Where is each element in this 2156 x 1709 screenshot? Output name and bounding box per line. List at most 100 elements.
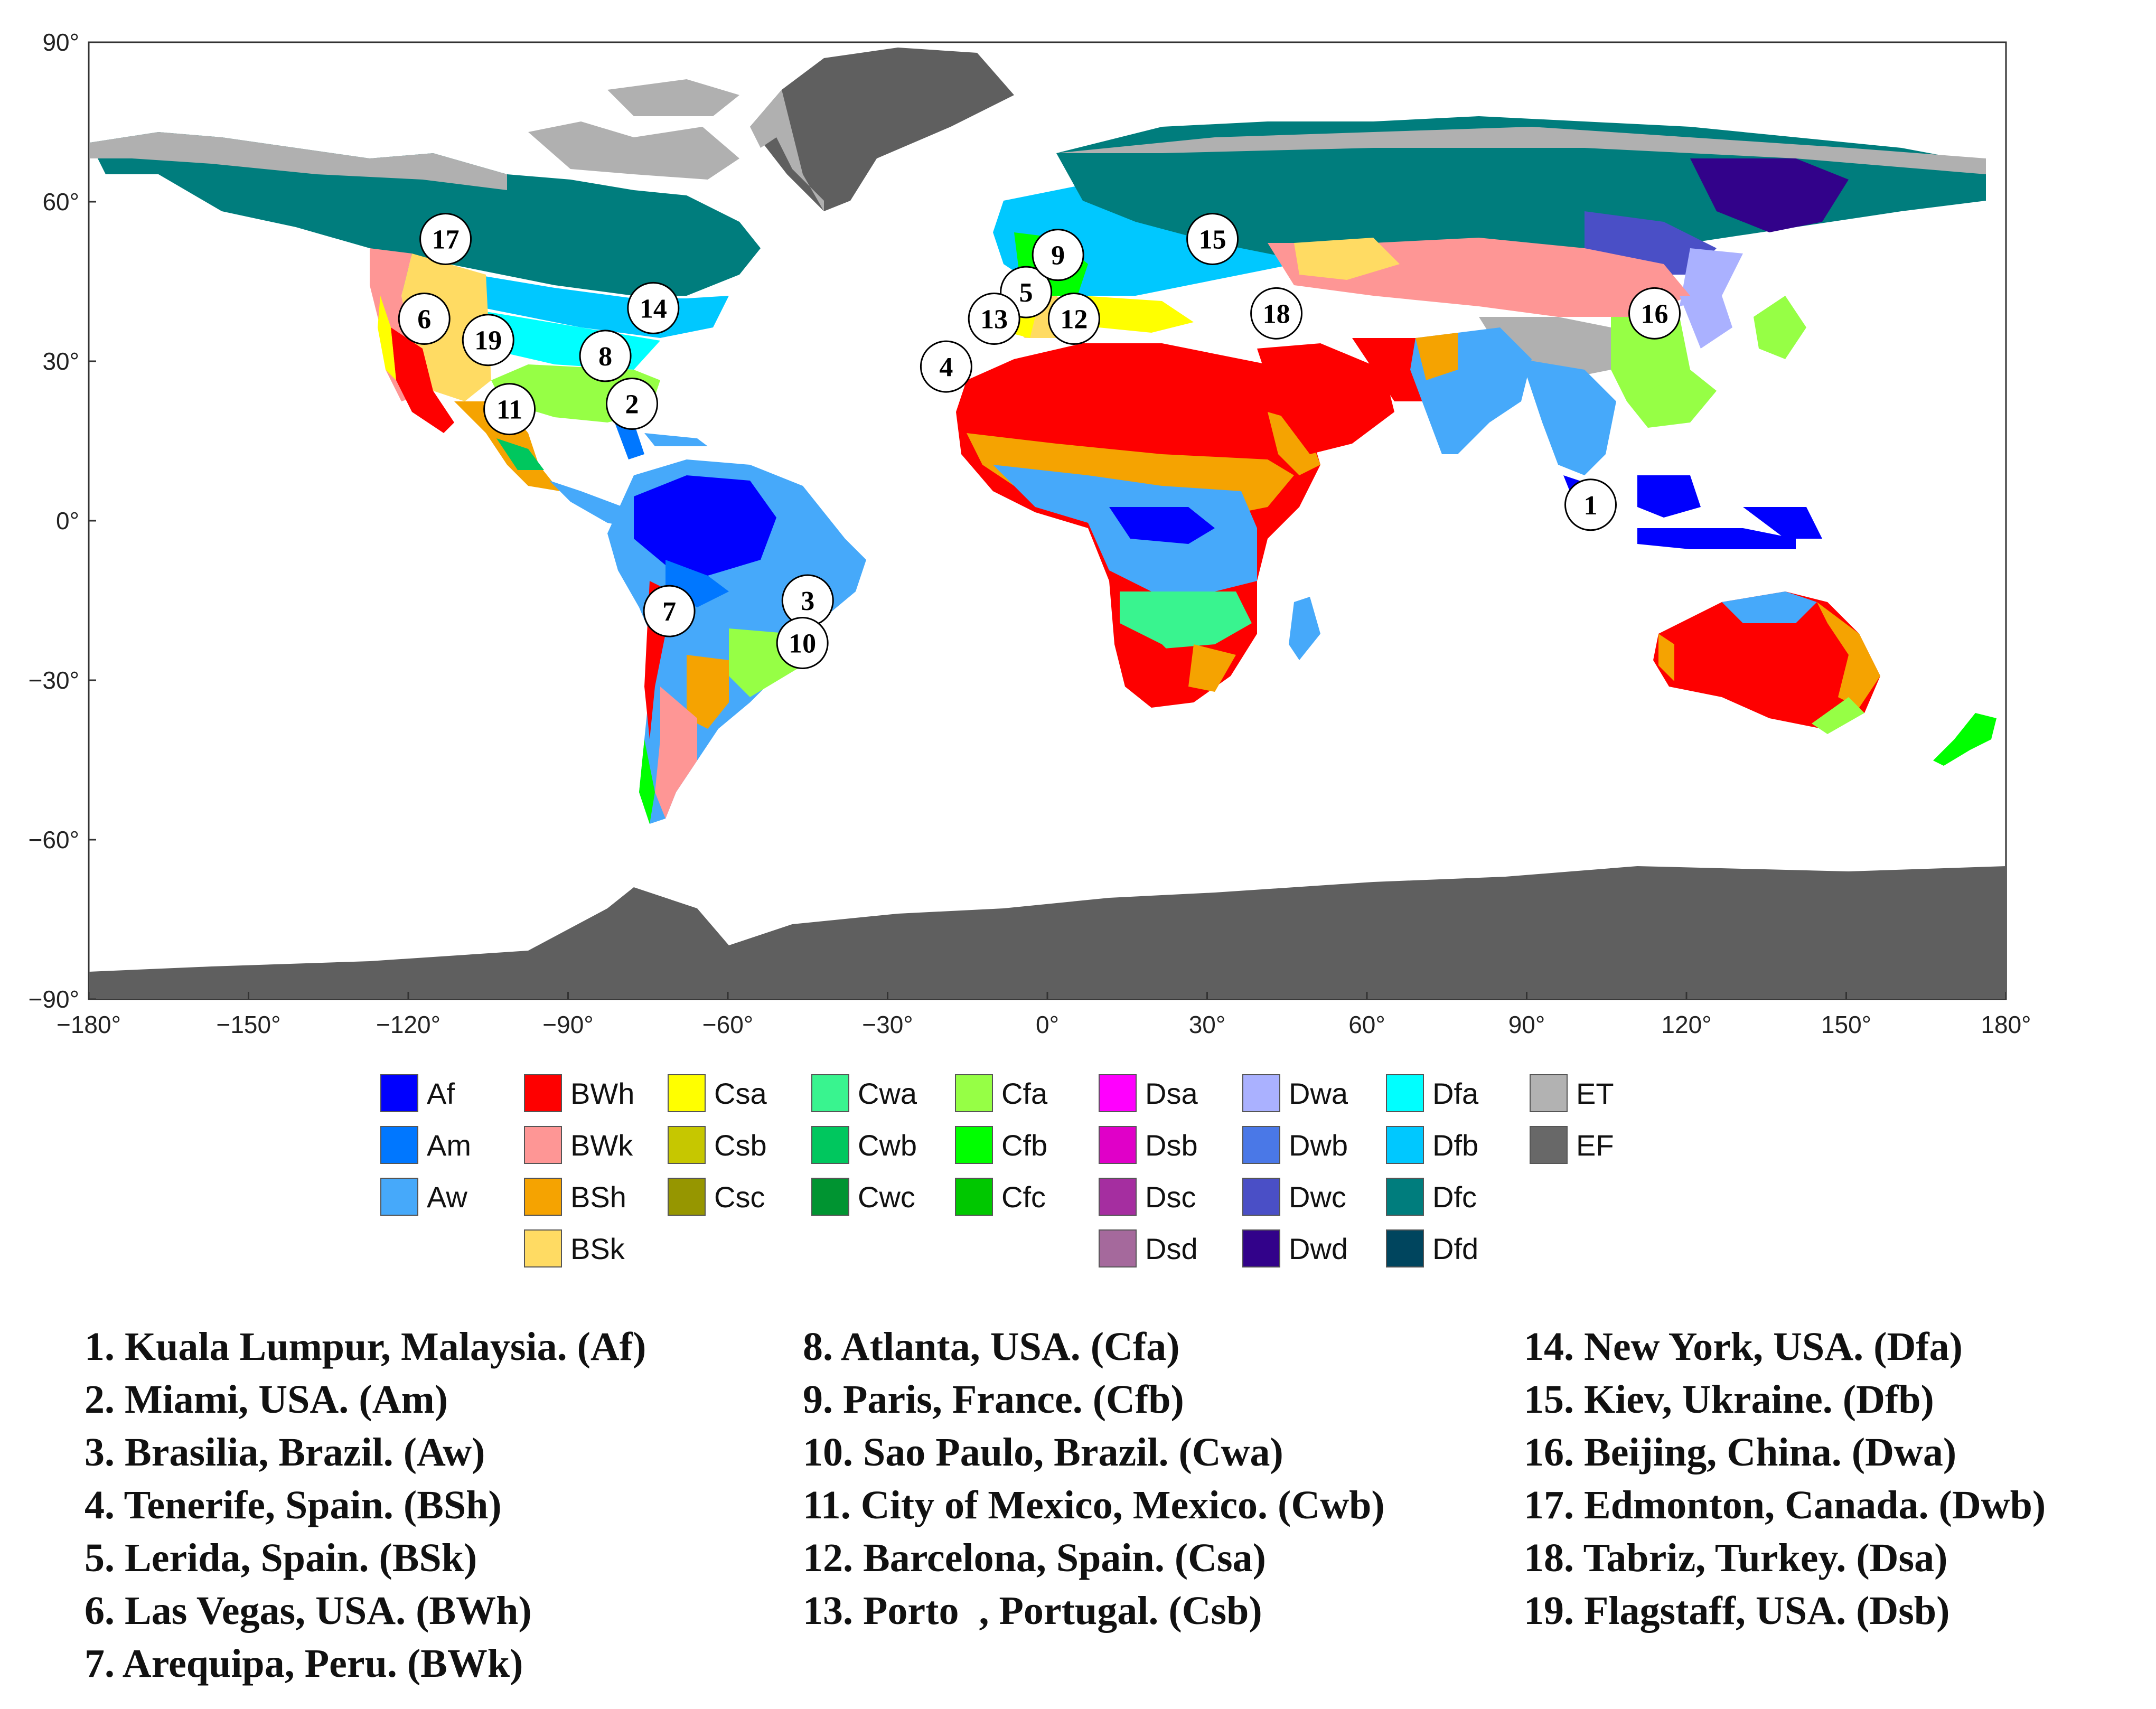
- lon-tick-label: 120°: [1661, 1011, 1711, 1038]
- legend-item-aw: Aw: [380, 1176, 467, 1218]
- city-marker-circle: [1047, 292, 1100, 345]
- city-marker-circle: [1186, 212, 1239, 265]
- city-item: 14. New York, USA. (Dfa): [1524, 1325, 1963, 1369]
- lon-tick-label: 180°: [1981, 1011, 2031, 1038]
- legend-label: ET: [1576, 1076, 1614, 1110]
- legend-item-dsc: Dsc: [1099, 1176, 1196, 1218]
- legend-swatch: [1386, 1074, 1424, 1112]
- city-marker[interactable]: 18: [1250, 287, 1303, 340]
- legend-label: Dfb: [1432, 1128, 1479, 1162]
- city-marker[interactable]: 15: [1186, 212, 1239, 265]
- city-marker-circle: [483, 383, 536, 436]
- city-marker[interactable]: 12: [1047, 292, 1100, 345]
- city-marker[interactable]: 10: [776, 617, 829, 670]
- legend-item-dfa: Dfa: [1386, 1072, 1478, 1114]
- city-marker[interactable]: 9: [1032, 229, 1084, 281]
- lat-tick-label: 30°: [42, 348, 79, 375]
- city-marker[interactable]: 14: [627, 281, 680, 334]
- city-marker-label: 9: [1051, 241, 1065, 271]
- legend-swatch: [1242, 1178, 1280, 1216]
- city-marker-label: 14: [640, 294, 667, 324]
- legend-label: Aw: [427, 1180, 467, 1214]
- legend-swatch: [1099, 1229, 1137, 1267]
- lon-tick-label: 30°: [1189, 1011, 1226, 1038]
- legend-label: Dfc: [1432, 1180, 1477, 1214]
- axis-ticks: 90°60°30°0°−30°−60°−90°−180° −150° −120° −9…: [29, 29, 2031, 1038]
- legend-swatch: [1530, 1126, 1568, 1164]
- city-marker-circle: [462, 314, 514, 367]
- legend-item-bsh: BSh: [524, 1176, 626, 1218]
- city-marker[interactable]: 19: [462, 314, 514, 367]
- legend-swatch: [811, 1126, 849, 1164]
- southeast-asia: [1521, 359, 1616, 475]
- city-marker[interactable]: 16: [1628, 287, 1681, 340]
- city-marker[interactable]: 8: [579, 330, 632, 382]
- city-marker-label: 17: [432, 224, 460, 255]
- legend-swatch: [955, 1074, 993, 1112]
- legend-item-cfc: Cfc: [955, 1176, 1046, 1218]
- legend-label: Cwc: [858, 1180, 915, 1214]
- city-marker-label: 13: [980, 304, 1008, 334]
- city-list: 1. Kuala Lumpur, Malaysia. (Af) 2. Miami…: [0, 1320, 2156, 1690]
- legend-swatch: [524, 1074, 562, 1112]
- lat-tick-label: −60°: [29, 826, 79, 853]
- arabia: [1257, 343, 1394, 454]
- city-marker-circle: [419, 212, 472, 265]
- legend-swatch: [1099, 1178, 1137, 1216]
- legend-swatch: [668, 1126, 706, 1164]
- legend-item-bsk: BSk: [524, 1227, 625, 1270]
- legend-label: Dfd: [1432, 1232, 1479, 1265]
- city-marker-label: 10: [789, 629, 816, 659]
- city-marker[interactable]: 17: [419, 212, 472, 265]
- lat-tick-label: 60°: [42, 188, 79, 215]
- legend-label: Dsa: [1145, 1076, 1198, 1110]
- city-marker[interactable]: 4: [920, 340, 972, 393]
- legend-label: BWh: [570, 1076, 635, 1110]
- city-item: 17. Edmonton, Canada. (Dwb): [1524, 1483, 2046, 1527]
- city-marker[interactable]: 3: [781, 574, 834, 627]
- city-marker-label: 15: [1199, 224, 1226, 255]
- city-marker[interactable]: 7: [643, 585, 696, 637]
- city-marker[interactable]: 11: [483, 383, 536, 436]
- legend-item-et: ET: [1530, 1072, 1614, 1114]
- lon-tick-label: −120°: [376, 1011, 440, 1038]
- legend-label: Cwb: [858, 1128, 917, 1162]
- legend-item-cfa: Cfa: [955, 1072, 1047, 1114]
- city-marker-label: 1: [1584, 491, 1598, 521]
- amazon-af: [634, 475, 776, 576]
- arctic-islands: [528, 121, 739, 180]
- city-marker[interactable]: 2: [606, 378, 658, 430]
- lon-tick-label: −90°: [542, 1011, 593, 1038]
- city-marker[interactable]: 13: [968, 292, 1020, 345]
- legend-label: Csc: [714, 1180, 765, 1214]
- legend-item-csa: Csa: [668, 1072, 767, 1114]
- legend-item-cwb: Cwb: [811, 1124, 917, 1166]
- city-marker-label: 6: [417, 304, 431, 334]
- city-item: 1. Kuala Lumpur, Malaysia. (Af): [85, 1325, 646, 1369]
- land-masses: [89, 48, 2006, 999]
- city-marker-label: 3: [801, 586, 814, 616]
- city-marker[interactable]: 6: [398, 292, 451, 345]
- city-marker[interactable]: 1: [1564, 478, 1617, 531]
- lon-tick-label: 90°: [1508, 1011, 1545, 1038]
- legend-item-bwh: BWh: [524, 1072, 634, 1114]
- legend-label: Af: [427, 1076, 455, 1110]
- city-column-2: 8. Atlanta, USA. (Cfa) 9. Paris, France.…: [803, 1320, 1385, 1637]
- legend-swatch: [380, 1126, 418, 1164]
- lon-tick-label: 150°: [1821, 1011, 1871, 1038]
- legend-item-ef: EF: [1530, 1124, 1614, 1166]
- world-climate-map: 90°60°30°0°−30°−60°−90°−180° −150° −120° −9…: [29, 29, 2031, 1038]
- legend-label: BSh: [570, 1180, 626, 1214]
- city-marker-label: 12: [1060, 304, 1088, 334]
- lat-tick-label: −30°: [29, 666, 79, 694]
- city-item: 11. City of Mexico, Mexico. (Cwb): [803, 1483, 1385, 1527]
- legend-label: Dwb: [1289, 1128, 1348, 1162]
- city-item: 3. Brasilia, Brazil. (Aw): [85, 1430, 485, 1475]
- city-marker-circle: [627, 281, 680, 334]
- legend-label: Dwa: [1289, 1076, 1348, 1110]
- legend-swatch: [524, 1178, 562, 1216]
- legend-item-dwd: Dwd: [1242, 1227, 1348, 1270]
- legend-item-cfb: Cfb: [955, 1124, 1047, 1166]
- lat-tick-label: −90°: [29, 985, 79, 1013]
